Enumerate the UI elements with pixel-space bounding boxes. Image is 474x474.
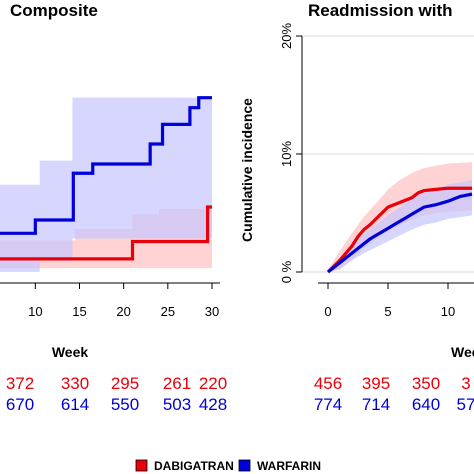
composite-curves [0, 96, 212, 261]
legend: DABIGATRAN WARFARIN [135, 459, 321, 473]
readmission-x-label: Wee [451, 344, 474, 360]
composite-at-risk-dabigatran: 330 [61, 374, 89, 393]
readmission-panel: Readmission with Cumulative incidence 0 5… [239, 1, 474, 414]
composite-curve-warfarin [0, 96, 212, 235]
composite-at-risk-table: 372 330 295 261 220 670 614 550 503 428 [6, 374, 227, 414]
readmission-at-risk-warfarin: 714 [362, 395, 390, 414]
legend-swatch-dabigatran [135, 459, 148, 472]
readmission-at-risk-warfarin: 640 [412, 395, 440, 414]
readmission-grid [302, 35, 474, 273]
composite-x-label: Week [52, 344, 89, 360]
composite-band-warfarin [0, 97, 212, 272]
readmission-at-risk-dabigatran: 350 [412, 374, 440, 393]
composite-title: Composite [10, 1, 98, 20]
legend-label-warfarin: WARFARIN [257, 459, 321, 473]
readmission-y-tick-label: 0 % [279, 260, 294, 283]
composite-at-risk-warfarin: 670 [6, 395, 34, 414]
composite-curve-dabigatran [0, 205, 212, 261]
composite-x-tick-label: 10 [28, 304, 42, 319]
legend-label-dabigatran: DABIGATRAN [154, 459, 234, 473]
readmission-at-risk-table: 456 395 350 3 774 714 640 57 [314, 374, 474, 414]
composite-panel: Composite 10 15 20 25 30 Week 372 330 295 261 22… [0, 1, 227, 414]
composite-at-risk-warfarin: 428 [199, 395, 227, 414]
composite-at-risk-dabigatran: 220 [199, 374, 227, 393]
legend-swatch-warfarin [238, 459, 251, 472]
composite-at-risk-warfarin: 550 [111, 395, 139, 414]
readmission-y-ticks: 0 % 10% 20% [279, 23, 302, 283]
composite-x-tick-label: 25 [161, 304, 175, 319]
composite-ci-bands [0, 97, 212, 272]
readmission-at-risk-dabigatran: 3 [461, 374, 470, 393]
composite-at-risk-warfarin: 614 [61, 395, 89, 414]
readmission-x-ticks: 05101 [324, 283, 455, 319]
composite-x-tick-label: 30 [205, 304, 219, 319]
readmission-x-tick-label: 0 [324, 304, 331, 319]
composite-at-risk-dabigatran: 261 [163, 374, 191, 393]
composite-at-risk-dabigatran: 372 [6, 374, 34, 393]
readmission-at-risk-dabigatran: 395 [362, 374, 390, 393]
readmission-curve-dabigatran [326, 186, 472, 274]
readmission-x-tick-label: 5 [384, 304, 391, 319]
readmission-at-risk-warfarin: 57 [457, 395, 474, 414]
composite-x-tick-label: 15 [72, 304, 86, 319]
composite-x-ticks: 10 15 20 25 30 [28, 283, 219, 319]
readmission-title: Readmission with [308, 1, 453, 20]
readmission-y-tick-label: 10% [279, 141, 294, 167]
readmission-curves [326, 186, 473, 274]
readmission-x-tick-label: 10 [441, 304, 455, 319]
composite-at-risk-warfarin: 503 [163, 395, 191, 414]
composite-x-tick-label: 20 [116, 304, 130, 319]
readmission-at-risk-warfarin: 774 [314, 395, 342, 414]
readmission-y-tick-label: 20% [279, 23, 294, 49]
composite-at-risk-dabigatran: 295 [111, 374, 139, 393]
readmission-band-warfarin [328, 179, 472, 272]
readmission-at-risk-dabigatran: 456 [314, 374, 342, 393]
readmission-curve-warfarin [327, 192, 473, 274]
readmission-y-label: Cumulative incidence [239, 98, 255, 242]
